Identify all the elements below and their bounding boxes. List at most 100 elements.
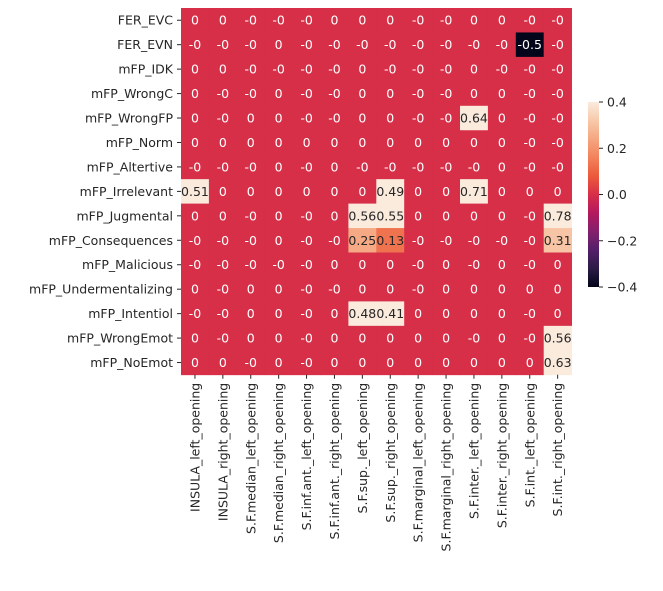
heatmap-cell	[376, 179, 405, 204]
cell-value-label: 0	[470, 135, 478, 150]
cell-value-label: -0	[468, 331, 481, 346]
cell-value-label: 0	[358, 135, 366, 150]
cell-value-label: 0	[358, 184, 366, 199]
cell-value-label: 0	[275, 306, 283, 321]
cell-value-label: -0	[217, 331, 230, 346]
column-tick-label: S.F.inter._left_opening	[466, 383, 481, 519]
row-tick-label: mFP_Norm	[106, 135, 173, 150]
heatmap-cell	[292, 252, 321, 278]
heatmap-cell	[432, 301, 461, 327]
cell-value-label: -0	[328, 37, 341, 52]
heatmap-cell	[376, 350, 405, 376]
cell-value-label: 0	[470, 282, 478, 297]
heatmap-cell	[292, 130, 321, 156]
heatmap-cell	[264, 179, 293, 204]
heatmap-cell	[320, 301, 349, 327]
heatmap-cell	[264, 130, 293, 156]
row-tick-label: mFP_Consequences	[49, 233, 173, 248]
heatmap-cell	[264, 301, 293, 327]
cell-value-label: -0	[524, 135, 537, 150]
cell-value-label: 0	[191, 62, 199, 77]
heatmap-cell	[432, 81, 461, 107]
cell-value-label: 0	[275, 111, 283, 126]
cell-value-label: 0	[442, 355, 450, 370]
cell-value-label: 0	[498, 355, 506, 370]
heatmap-cell	[292, 56, 321, 82]
heatmap-cell	[264, 56, 293, 82]
cell-value-label: -0	[496, 233, 509, 248]
cell-value-label: 0	[219, 13, 227, 28]
cell-value-label: 0	[219, 355, 227, 370]
heatmap-cell	[460, 179, 489, 204]
cell-value-label: -0	[551, 159, 564, 174]
heatmap-cell	[460, 228, 489, 253]
heatmap-cell	[208, 154, 238, 180]
column-tick-label: S.F.int._right_opening	[550, 383, 565, 517]
heatmap-cell	[460, 301, 489, 327]
cell-value-label: -0	[217, 86, 230, 101]
heatmap-cell	[320, 350, 349, 376]
row-tick-label: mFP_Irrelevant	[80, 184, 173, 199]
heatmap-cell	[320, 203, 349, 229]
cell-value-label: 0	[191, 111, 199, 126]
cell-value-label: 0	[303, 184, 311, 199]
cell-value-label: 0	[498, 86, 506, 101]
cell-value-label: -0	[217, 306, 230, 321]
cell-value-label: 0.48	[348, 306, 376, 321]
cell-value-label: -0	[300, 233, 313, 248]
cell-value-label: 0	[330, 331, 338, 346]
cell-value-label: 0	[554, 306, 562, 321]
heatmap-cell	[432, 325, 461, 351]
cell-value-label: 0	[330, 257, 338, 272]
heatmap-cell	[376, 81, 405, 107]
heatmap-cell	[487, 276, 517, 302]
heatmap-cell	[264, 228, 293, 253]
heatmap-cell	[208, 228, 238, 253]
cell-value-label: -0	[217, 37, 230, 52]
cell-value-label: 0.71	[460, 184, 488, 199]
heatmap-cell	[292, 203, 321, 229]
heatmap-cell	[432, 252, 461, 278]
cell-value-label: 0	[275, 184, 283, 199]
cell-value-label: -0	[300, 257, 313, 272]
heatmap-cell	[236, 8, 266, 33]
heatmap-cell	[376, 301, 405, 327]
cell-value-label: 0	[498, 159, 506, 174]
cell-value-label: -0	[217, 282, 230, 297]
column-tick-label: S.F.int._left_opening	[522, 383, 537, 508]
column-tick-label: INSULA_left_opening	[187, 383, 202, 512]
cell-value-label: -0	[440, 13, 453, 28]
cell-value-label: 0	[247, 331, 255, 346]
cell-value-label: 0.78	[544, 208, 572, 223]
cell-value-label: 0	[247, 306, 255, 321]
row-tick-label: mFP_Altertive	[87, 159, 174, 174]
column-tick-labels: INSULA_left_opening INSULA_right_opening S…	[187, 374, 565, 551]
heatmap-cell	[181, 32, 210, 58]
heatmap-cell	[460, 154, 489, 180]
heatmap-cell	[487, 81, 517, 107]
colorbar-tick-label: −0.4	[607, 280, 637, 295]
cell-value-label: -0	[440, 159, 453, 174]
column-tick-label: S.F.inf.ant._left_opening	[299, 383, 314, 531]
heatmap-cell	[432, 276, 461, 302]
cell-value-label: 0.31	[544, 233, 572, 248]
heatmap-cell	[515, 325, 545, 351]
heatmap-cell	[236, 203, 266, 229]
cell-value-label: 0	[191, 331, 199, 346]
cell-value-label: 0	[358, 257, 366, 272]
heatmap-cell	[236, 154, 266, 180]
cell-value-label: 0	[275, 208, 283, 223]
heatmap-cell	[208, 252, 238, 278]
row-tick-label: FER_EVC	[118, 13, 173, 28]
heatmap-cell	[376, 228, 405, 253]
cell-value-label: 0	[442, 184, 450, 199]
heatmap-cell	[292, 350, 321, 376]
cell-value-label: 0	[386, 135, 394, 150]
heatmap-cell	[543, 56, 572, 82]
column-tick-label: INSULA_right_opening	[215, 383, 230, 521]
heatmap-cell	[404, 228, 433, 253]
heatmap-cell	[264, 203, 293, 229]
cell-value-label: 0	[498, 257, 506, 272]
cell-value-label: -0	[300, 62, 313, 77]
heatmap-cell	[376, 105, 405, 131]
